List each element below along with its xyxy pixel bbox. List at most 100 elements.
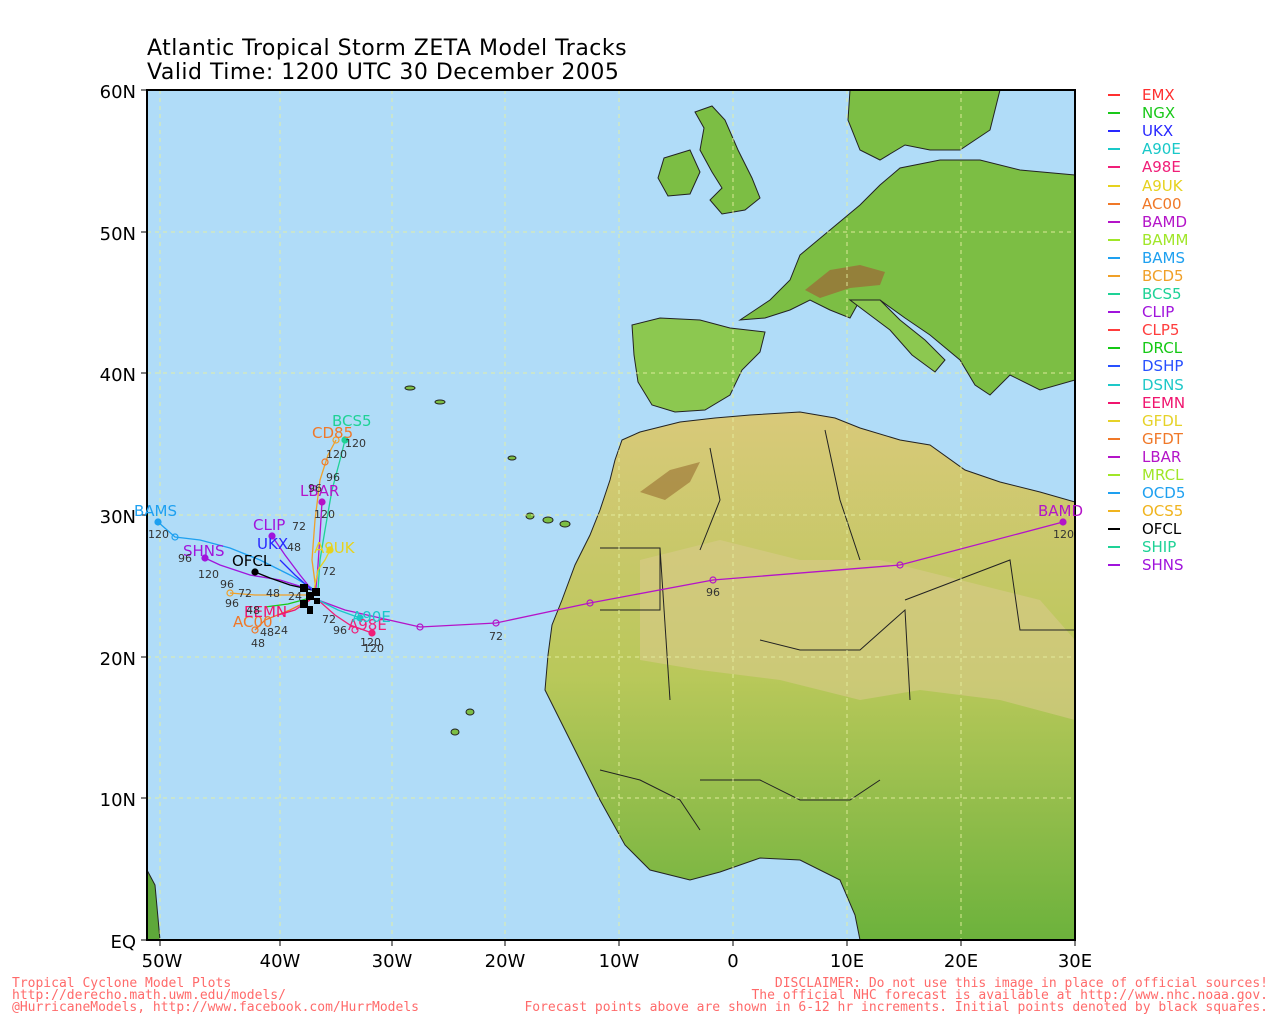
ireland-land xyxy=(657,149,701,197)
hour-label: 96 xyxy=(706,586,720,599)
hour-label: 72 xyxy=(322,565,336,578)
legend-item-lbar: LBAR xyxy=(1108,448,1258,466)
hour-label: 120 xyxy=(326,448,347,461)
hour-label: 120 xyxy=(314,508,335,521)
legend-label: DSNS xyxy=(1142,375,1184,394)
legend-swatch xyxy=(1108,238,1120,241)
legend-swatch xyxy=(1108,455,1120,458)
legend-label: BAMD xyxy=(1142,212,1188,231)
legend-swatch xyxy=(1108,166,1120,169)
label-ac00: AC00 xyxy=(233,613,273,631)
lon-label-50w: 50W xyxy=(142,951,183,972)
track-bcs5 xyxy=(317,439,346,591)
label-cd85: CD85 xyxy=(312,424,353,442)
legend-label: OCD5 xyxy=(1142,484,1186,503)
hour-label: 48 xyxy=(251,637,265,650)
legend-label: BCS5 xyxy=(1142,285,1182,304)
lon-label-10w: 10W xyxy=(599,951,640,972)
footer-credit-line: http://derecho.math.uwm.edu/models/ xyxy=(12,988,286,1003)
initial-position-markers xyxy=(300,584,320,614)
legend-swatch xyxy=(1108,130,1120,133)
legend-label: UKX xyxy=(1142,122,1174,141)
footer-credit-line: Tropical Cyclone Model Plots xyxy=(12,976,232,991)
label-shns: SHNS xyxy=(183,542,225,560)
footer-credit-line: @HurricaneModels, http://www.facebook.co… xyxy=(12,1000,419,1015)
track-points xyxy=(154,436,1067,637)
lon-label-30e: 30E xyxy=(1058,951,1092,972)
model-tracks xyxy=(157,439,1064,634)
legend-item-clp5: CLP5 xyxy=(1108,321,1258,339)
footer-disclaimer-line: The official NHC forecast is available a… xyxy=(751,988,1268,1003)
track-bcd5 xyxy=(311,439,337,591)
lon-label-10e: 10E xyxy=(830,951,864,972)
legend-swatch xyxy=(1108,148,1120,151)
map-title: Atlantic Tropical Storm ZETA Model Track… xyxy=(147,36,628,61)
legend-item-dsns: DSNS xyxy=(1108,376,1258,394)
footer-disclaimer-line: DISCLAIMER: Do not use this image in pla… xyxy=(774,976,1268,991)
label-clip: CLIP xyxy=(253,516,285,534)
hour-label: 120 xyxy=(1053,528,1074,541)
italy-land xyxy=(848,299,946,373)
legend-label: OCS5 xyxy=(1142,502,1184,521)
legend-swatch xyxy=(1108,528,1120,531)
alps-mountains xyxy=(805,265,885,298)
label-eemn: EEMN xyxy=(244,603,287,621)
lat-label-eq: EQ xyxy=(110,932,136,953)
lon-label-30w: 30W xyxy=(372,951,413,972)
country-borders xyxy=(599,429,1075,831)
label-bamd: BAMD xyxy=(1038,502,1083,520)
legend-label: A90E xyxy=(1142,140,1181,159)
sahara-desert xyxy=(640,540,1075,720)
hour-label: 96 xyxy=(220,578,234,591)
iberia-land xyxy=(631,317,766,413)
legend-item-ship: SHIP xyxy=(1108,538,1258,556)
hour-label: 96 xyxy=(326,471,340,484)
legend-label: EEMN xyxy=(1142,393,1186,412)
legend-label: LBAR xyxy=(1142,447,1182,466)
legend-item-shns: SHNS xyxy=(1108,556,1258,574)
legend-item-a9uk: A9UK xyxy=(1108,176,1258,195)
lat-label-30n: 30N xyxy=(100,507,136,528)
hour-label: 96 xyxy=(333,624,347,637)
hour-label: 48 xyxy=(287,541,301,554)
label-ukx: UKX xyxy=(257,535,288,553)
legend-label: A98E xyxy=(1142,158,1181,177)
atlantic-islands xyxy=(404,385,571,736)
legend-item-a90e: A90E xyxy=(1108,140,1258,158)
legend-swatch xyxy=(1108,419,1120,422)
legend-label: GFDL xyxy=(1142,411,1183,430)
legend-label: CLIP xyxy=(1142,303,1175,322)
legend-swatch xyxy=(1108,474,1120,477)
legend-item-bcs5: BCS5 xyxy=(1108,285,1258,303)
map-valid-time: Valid Time: 1200 UTC 30 December 2005 xyxy=(147,60,620,85)
legend-swatch xyxy=(1108,256,1120,259)
legend-swatch xyxy=(1108,365,1120,368)
legend-swatch xyxy=(1108,401,1120,404)
legend-label: BAMM xyxy=(1142,230,1189,249)
legend-swatch xyxy=(1108,311,1120,314)
lat-label-20n: 20N xyxy=(100,649,136,670)
legend-label: AC00 xyxy=(1142,194,1182,213)
legend-label: SHIP xyxy=(1142,538,1177,557)
axis-ticks xyxy=(141,89,1076,946)
legend-swatch xyxy=(1108,492,1120,495)
hour-label: 120 xyxy=(345,437,366,450)
lon-label-20e: 20E xyxy=(944,951,978,972)
hour-label: 48 xyxy=(260,626,274,639)
legend-item-eemn: EEMN xyxy=(1108,394,1258,412)
legend-item-gfdl: GFDL xyxy=(1108,412,1258,430)
scandinavia-land xyxy=(847,90,1001,161)
legend-label: CLP5 xyxy=(1142,321,1180,340)
graticule xyxy=(147,90,1075,940)
legend-item-drcl: DRCL xyxy=(1108,339,1258,357)
track-a90e xyxy=(317,599,361,619)
label-lbar: LBAR xyxy=(300,482,339,500)
lon-label-0: 0 xyxy=(727,951,738,972)
legend-item-clip: CLIP xyxy=(1108,303,1258,321)
track-aco-west xyxy=(229,592,310,596)
track-clip xyxy=(271,535,313,591)
legend-label: NGX xyxy=(1142,104,1176,123)
hour-label: 96 xyxy=(178,552,192,565)
track-shns xyxy=(204,557,313,591)
legend-swatch xyxy=(1108,184,1120,187)
